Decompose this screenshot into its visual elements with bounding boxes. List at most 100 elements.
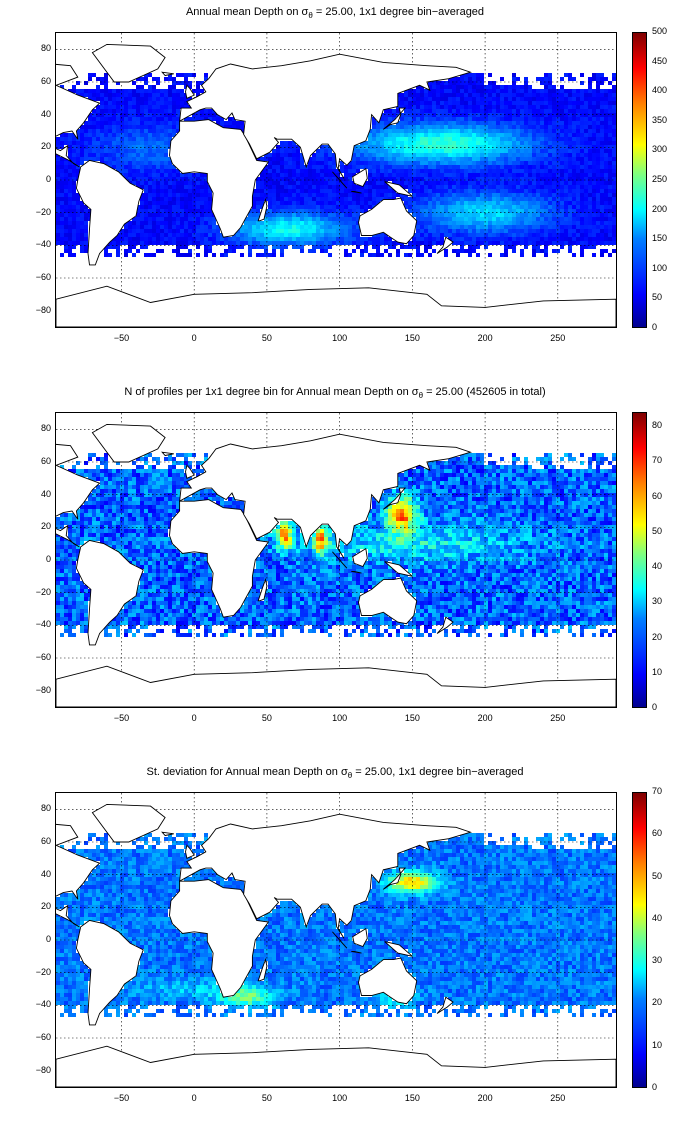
colorbar (632, 412, 647, 708)
coastline (383, 487, 407, 510)
coastline (358, 197, 418, 245)
y-tick-label: 0 (45, 174, 51, 184)
y-tick-label: 20 (40, 141, 51, 152)
coastline (257, 197, 268, 222)
coastline (332, 171, 348, 189)
y-tick-label: 20 (40, 521, 51, 532)
y-tick-label: 40 (40, 868, 51, 879)
coastline (383, 867, 407, 890)
coastline (257, 577, 268, 602)
x-tick-label: −50 (113, 333, 130, 343)
colorbar-tick-label: 40 (652, 561, 663, 572)
coastline (358, 577, 418, 625)
colorbar-tick-label: 0 (652, 1082, 658, 1092)
colorbar-tick-label: 100 (652, 262, 668, 273)
mean-depth-panel: Annual mean Depth on σθ = 25.00, 1x1 deg… (0, 0, 696, 370)
coastline (179, 813, 472, 939)
coastline (352, 167, 368, 188)
y-tick-label: −80 (35, 684, 51, 695)
y-tick-label: 40 (40, 488, 51, 499)
panel-title: Annual mean Depth on σθ = 25.00, 1x1 deg… (185, 6, 485, 20)
y-tick-label: 60 (40, 836, 51, 846)
x-tick-label: 250 (550, 333, 566, 343)
x-tick-label: 250 (550, 1093, 566, 1103)
colorbar-tick-label: 350 (652, 114, 668, 125)
y-tick-label: −40 (35, 999, 51, 1010)
coastline (351, 190, 362, 194)
colorbar-tick-label: 300 (652, 144, 668, 155)
colorbar-tick-label: 60 (652, 828, 663, 839)
coastline (351, 950, 362, 954)
coastline (169, 499, 270, 618)
y-tick-label: −40 (35, 619, 51, 630)
coastline (161, 831, 174, 836)
x-tick-label: 250 (550, 713, 566, 723)
std-deviation-panel: St. deviation for Annual mean Depth on σ… (0, 760, 696, 1130)
colorbar-tick-label: 80 (652, 420, 663, 431)
coastline (185, 464, 195, 479)
x-tick-label: 200 (477, 1093, 493, 1103)
coastline (383, 107, 407, 130)
y-tick-label: 60 (40, 456, 51, 466)
coastline (351, 570, 362, 574)
panel-title: N of profiles per 1x1 degree bin for Ann… (124, 386, 546, 400)
colorbar-tick-label: 30 (652, 955, 663, 966)
coastline (436, 236, 454, 254)
colorbar-tick-label: 150 (652, 233, 668, 244)
data-cells (56, 453, 616, 637)
y-tick-label: 80 (40, 803, 51, 814)
colorbar-tick-label: 20 (652, 631, 663, 642)
coastline (179, 53, 472, 179)
coastline (56, 443, 101, 548)
x-tick-label: 50 (261, 1093, 272, 1103)
coastline (161, 451, 174, 456)
std-deviation-map (55, 792, 617, 1088)
x-tick-label: 0 (191, 713, 197, 723)
coastline (352, 927, 368, 948)
colorbar-tick-label: 200 (652, 203, 668, 214)
x-tick-label: 100 (332, 1093, 348, 1103)
colorbar-tick-label: 50 (652, 870, 663, 881)
colorbar (632, 32, 647, 328)
colorbar-tick-label: 60 (652, 490, 663, 501)
coastline (169, 119, 270, 238)
x-tick-label: 50 (261, 333, 272, 343)
x-tick-label: 100 (332, 333, 348, 343)
profile-count-map (55, 412, 617, 708)
x-tick-label: 100 (332, 713, 348, 723)
coastline (179, 433, 472, 559)
x-tick-label: 150 (404, 1093, 420, 1103)
antarctica-coastline (56, 285, 616, 327)
coastline (56, 63, 101, 168)
y-tick-label: −60 (35, 1032, 51, 1042)
coastline (91, 803, 166, 843)
y-tick-label: −20 (35, 966, 51, 977)
y-tick-label: 0 (45, 934, 51, 944)
colorbar-tick-label: 70 (652, 786, 663, 796)
colorbar-tick-label: 10 (652, 666, 663, 677)
y-tick-label: 80 (40, 423, 51, 434)
y-tick-label: −40 (35, 239, 51, 250)
coastline (75, 919, 144, 1026)
coastline (185, 84, 195, 99)
y-tick-label: −80 (35, 304, 51, 315)
coastline (384, 561, 413, 577)
colorbar-tick-label: 450 (652, 55, 668, 66)
y-tick-label: −60 (35, 272, 51, 282)
colorbar (632, 792, 647, 1088)
y-tick-label: 40 (40, 108, 51, 119)
coastline (185, 844, 195, 859)
coastline (257, 957, 268, 982)
colorbar-tick-label: 400 (652, 85, 668, 96)
coastline (384, 181, 413, 197)
y-tick-label: −80 (35, 1064, 51, 1075)
y-tick-label: −60 (35, 652, 51, 662)
y-tick-label: 20 (40, 901, 51, 912)
colorbar-tick-label: 500 (652, 26, 668, 36)
x-tick-label: −50 (113, 713, 130, 723)
coastline (169, 879, 270, 998)
x-tick-label: 200 (477, 333, 493, 343)
coastline (91, 423, 166, 463)
coastline (56, 823, 101, 928)
antarctica-coastline (56, 1045, 616, 1087)
